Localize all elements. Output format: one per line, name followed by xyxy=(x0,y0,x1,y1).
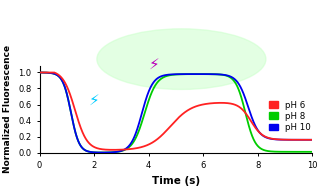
Text: ⚡: ⚡ xyxy=(149,57,160,72)
Text: ⚡: ⚡ xyxy=(89,93,100,108)
Y-axis label: Normalized Fluorescence: Normalized Fluorescence xyxy=(4,45,13,173)
X-axis label: Time (s): Time (s) xyxy=(152,176,200,186)
Legend: pH 6, pH 8, pH 10: pH 6, pH 8, pH 10 xyxy=(269,101,311,132)
Ellipse shape xyxy=(97,29,266,89)
